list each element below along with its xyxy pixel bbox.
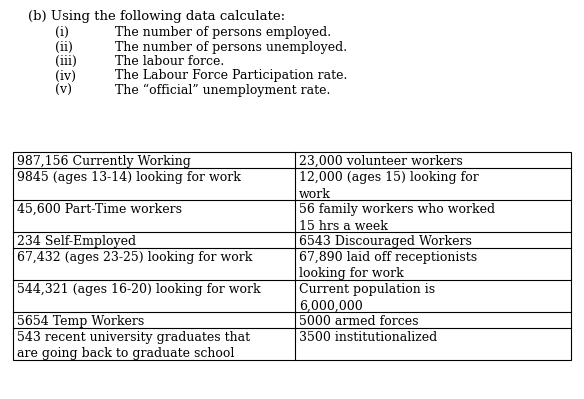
Text: 9845 (ages 13-14) looking for work: 9845 (ages 13-14) looking for work — [17, 171, 241, 184]
Text: The “official” unemployment rate.: The “official” unemployment rate. — [115, 84, 331, 97]
Text: (ii): (ii) — [55, 41, 73, 53]
Text: 987,156 Currently Working: 987,156 Currently Working — [17, 155, 191, 168]
Text: 6543 Discouraged Workers: 6543 Discouraged Workers — [299, 235, 472, 248]
Text: 5000 armed forces: 5000 armed forces — [299, 315, 419, 328]
Text: (i): (i) — [55, 26, 69, 39]
Text: 56 family workers who worked
15 hrs a week: 56 family workers who worked 15 hrs a we… — [299, 203, 495, 233]
Text: The number of persons unemployed.: The number of persons unemployed. — [115, 41, 347, 53]
Text: 544,321 (ages 16-20) looking for work: 544,321 (ages 16-20) looking for work — [17, 283, 260, 296]
Text: (iv): (iv) — [55, 69, 76, 83]
Text: The Labour Force Participation rate.: The Labour Force Participation rate. — [115, 69, 347, 83]
Text: (b) Using the following data calculate:: (b) Using the following data calculate: — [28, 10, 285, 23]
Text: The labour force.: The labour force. — [115, 55, 224, 68]
Text: The number of persons employed.: The number of persons employed. — [115, 26, 331, 39]
Text: 23,000 volunteer workers: 23,000 volunteer workers — [299, 155, 463, 168]
Text: 543 recent university graduates that
are going back to graduate school: 543 recent university graduates that are… — [17, 331, 250, 361]
Text: 45,600 Part-Time workers: 45,600 Part-Time workers — [17, 203, 182, 216]
Text: (iii): (iii) — [55, 55, 77, 68]
Text: 5654 Temp Workers: 5654 Temp Workers — [17, 315, 144, 328]
Text: 67,890 laid off receptionists
looking for work: 67,890 laid off receptionists looking fo… — [299, 251, 477, 280]
Text: (v): (v) — [55, 84, 72, 97]
Text: 12,000 (ages 15) looking for
work: 12,000 (ages 15) looking for work — [299, 171, 479, 201]
Bar — [13, 152, 571, 360]
Text: Current population is
6,000,000: Current population is 6,000,000 — [299, 283, 435, 312]
Text: 234 Self-Employed: 234 Self-Employed — [17, 235, 136, 248]
Text: 3500 institutionalized: 3500 institutionalized — [299, 331, 437, 344]
Text: 67,432 (ages 23-25) looking for work: 67,432 (ages 23-25) looking for work — [17, 251, 252, 264]
